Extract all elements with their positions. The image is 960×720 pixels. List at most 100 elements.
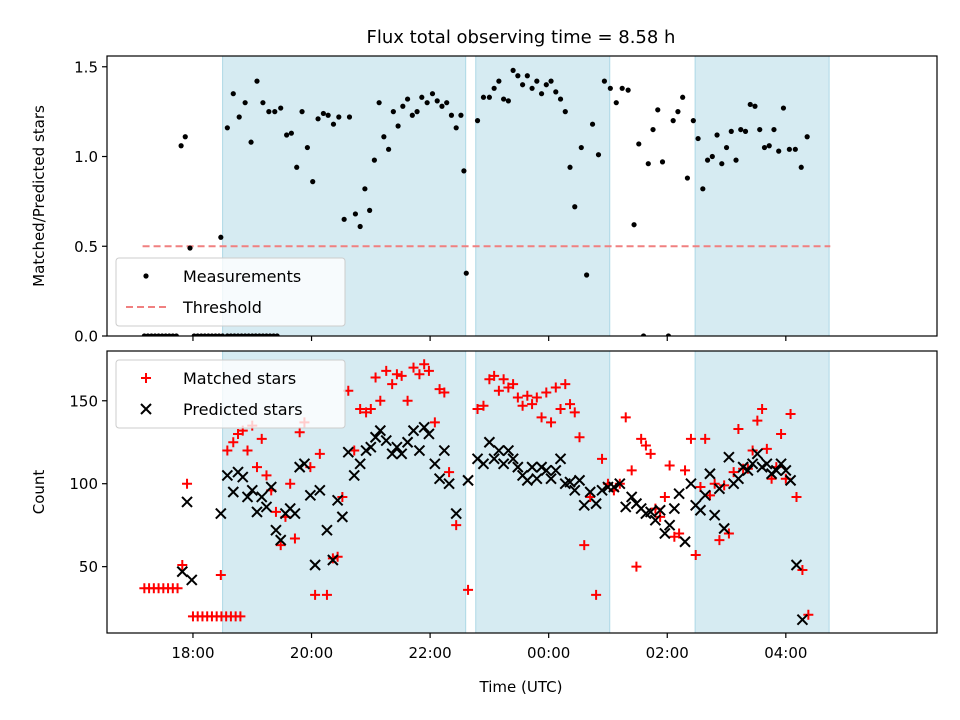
predicted-stars-point xyxy=(176,565,189,578)
predicted-stars-point xyxy=(407,424,420,437)
predicted-stars-point xyxy=(423,428,435,440)
y-axis-label-ratio: Matched/Predicted stars xyxy=(30,105,48,287)
matched-stars-point xyxy=(690,550,701,561)
matched-stars-point xyxy=(365,404,376,415)
y-tick-label: 50 xyxy=(79,558,98,576)
predicted-stars-point xyxy=(608,481,620,493)
predicted-stars-point xyxy=(438,444,451,457)
x-tick-label: 04:00 xyxy=(764,644,807,662)
predicted-stars-point xyxy=(644,506,657,518)
predicted-stars-point xyxy=(401,436,414,448)
predicted-stars-point xyxy=(578,499,590,511)
predicted-stars-point xyxy=(274,534,287,546)
measurements-point xyxy=(613,100,619,106)
legend-ratio: Measurements Threshold xyxy=(115,257,346,327)
measurements-point xyxy=(695,135,701,142)
predicted-stars-point xyxy=(746,458,759,470)
measurements-point xyxy=(761,144,768,151)
matched-stars-point xyxy=(321,589,332,600)
y-tick-label: 0.0 xyxy=(74,328,98,346)
matched-stars-point xyxy=(569,407,580,418)
measurements-point xyxy=(242,100,248,106)
measurements-point xyxy=(448,112,455,118)
measurements-point xyxy=(650,126,656,133)
matched-stars-point xyxy=(177,559,188,570)
measurements-point xyxy=(474,118,481,124)
matched-stars-point xyxy=(408,362,419,373)
matched-stars-point xyxy=(797,564,808,575)
measurements-point xyxy=(376,100,382,106)
predicted-stars-point xyxy=(186,574,198,586)
predicted-stars-point xyxy=(584,486,596,498)
matched-stars-point xyxy=(242,445,253,456)
y-tick-label: 1.0 xyxy=(74,148,98,166)
measurements-point xyxy=(400,103,406,109)
matched-stars-point xyxy=(659,491,670,502)
predicted-stars-point xyxy=(391,441,403,453)
x-tick-label: 02:00 xyxy=(646,644,689,662)
predicted-stars-point xyxy=(321,524,333,536)
predicted-stars-point xyxy=(429,458,441,470)
predicted-stars-point xyxy=(413,444,426,457)
predicted-stars-point xyxy=(625,491,638,503)
predicted-stars-point xyxy=(679,536,691,548)
predicted-stars-point xyxy=(493,444,505,457)
measurements-point xyxy=(572,204,578,210)
measurements-point xyxy=(557,96,564,102)
x-tick-label: 18:00 xyxy=(171,644,214,662)
matched-stars-point xyxy=(752,415,763,426)
matched-stars-point xyxy=(664,460,675,471)
predicted-stars-point xyxy=(260,501,273,513)
measurements-point xyxy=(390,109,396,115)
measurements-point xyxy=(776,148,782,154)
measurements-point xyxy=(534,78,540,84)
legend-marker xyxy=(140,403,152,415)
measurements-point xyxy=(173,333,179,336)
measurements-point xyxy=(640,333,647,336)
measurements-point xyxy=(578,144,584,151)
predicted-stars-point xyxy=(550,464,562,477)
matched-stars-point xyxy=(636,433,647,444)
measurements-point xyxy=(444,100,450,106)
y-tick-label: 100 xyxy=(69,475,98,493)
measurements-point xyxy=(515,73,521,79)
predicted-stars-point xyxy=(354,458,366,470)
measurements-point xyxy=(659,159,666,165)
matched-stars-point xyxy=(261,470,272,481)
predicted-stars-point xyxy=(237,471,249,483)
matched-stars-point xyxy=(700,433,711,444)
predicted-stars-point xyxy=(673,487,685,500)
matched-stars-point xyxy=(414,369,425,380)
predicted-stars-point xyxy=(348,469,360,482)
measurements-point xyxy=(386,146,392,152)
legend-box xyxy=(115,359,346,429)
predicted-stars-point xyxy=(488,453,500,465)
matched-stars-point xyxy=(680,465,691,476)
matched-stars-point xyxy=(546,417,557,428)
predicted-stars-point xyxy=(507,453,519,465)
predicted-stars-point xyxy=(289,507,301,520)
predicted-stars-point xyxy=(685,477,697,490)
matched-stars-point xyxy=(645,448,656,459)
matched-stars-point xyxy=(337,491,348,502)
legend-counts: Matched stars Predicted stars xyxy=(115,359,346,429)
predicted-stars-point xyxy=(708,509,721,521)
measurements-point xyxy=(655,107,661,113)
predicted-stars-point xyxy=(327,554,339,566)
x-tick-label: 20:00 xyxy=(290,644,333,662)
predicted-stars-point xyxy=(304,489,317,502)
measurements-point xyxy=(419,94,425,100)
matched-stars-point xyxy=(640,440,651,451)
plot-frame-counts xyxy=(106,350,938,634)
matched-stars-point xyxy=(228,437,239,448)
measurements-point xyxy=(266,109,272,115)
matched-stars-point xyxy=(396,370,407,381)
measurements-point xyxy=(341,216,347,222)
measurements-point xyxy=(733,157,739,163)
predicted-stars-point xyxy=(531,473,543,485)
measurements-point xyxy=(584,272,590,278)
matched-stars-point xyxy=(478,400,489,411)
measurements-point xyxy=(182,134,188,140)
matched-stars-point xyxy=(714,535,725,546)
predicted-stars-point xyxy=(761,458,773,470)
